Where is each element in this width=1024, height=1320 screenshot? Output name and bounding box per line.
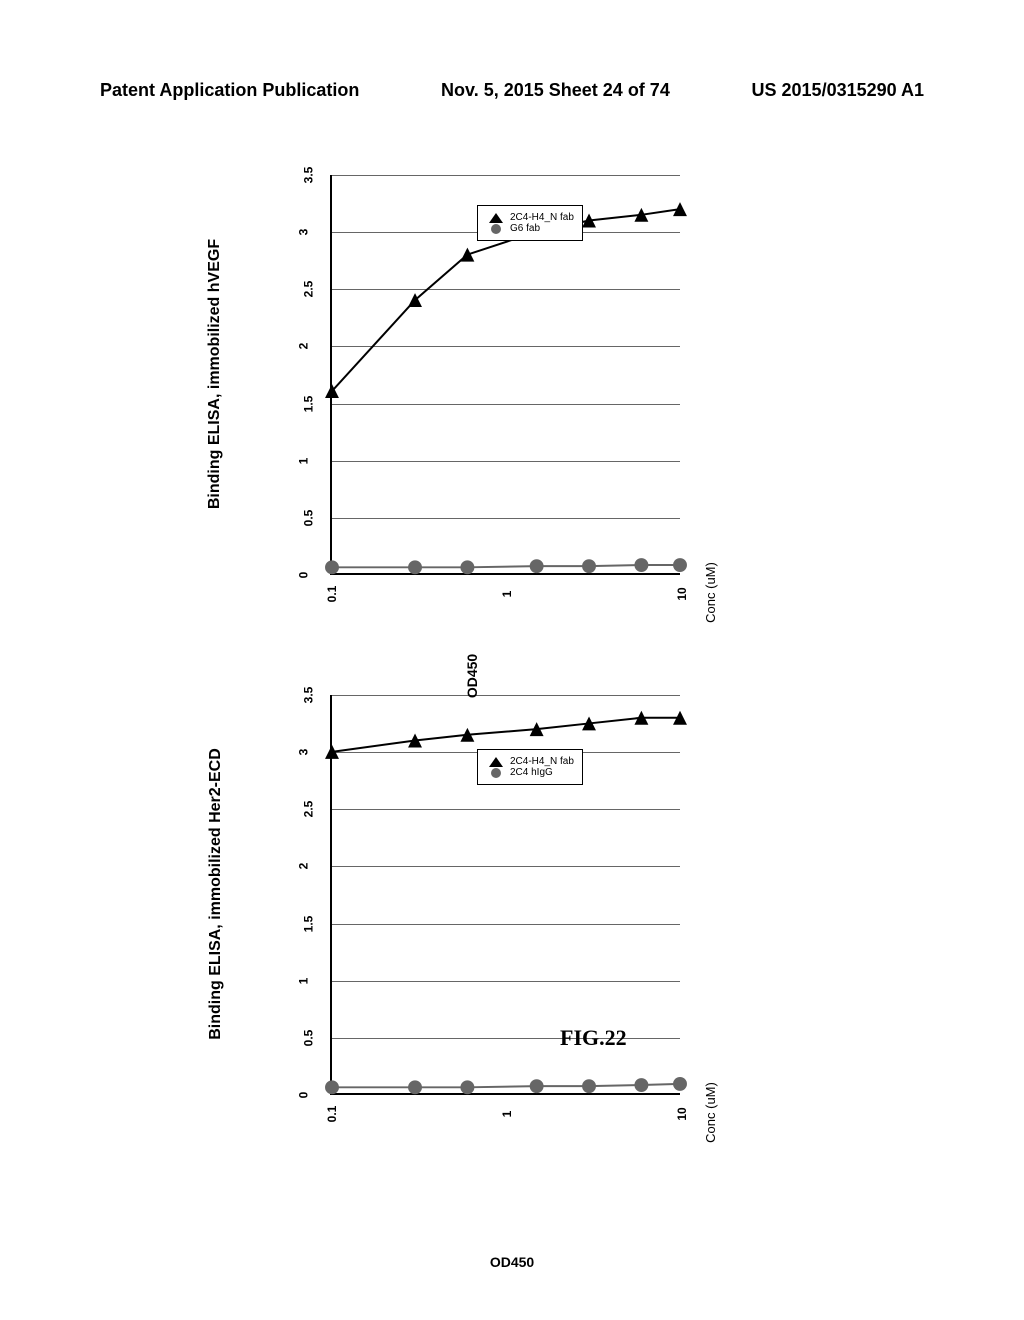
ytick-label: 1.5 [301,915,315,932]
legend: 2C4-H4_N fabG6 fab [477,205,583,241]
gridline [332,461,680,462]
gridline [332,866,680,867]
xtick-label: 10 [675,1107,689,1120]
gridline [332,924,680,925]
ytick-label: 0 [296,572,310,579]
figure-label: FIG.22 [560,1025,627,1051]
gridline [332,175,680,176]
legend-label: G6 fab [510,223,540,234]
header-right: US 2015/0315290 A1 [752,80,924,101]
od450-label-middle: OD450 [464,654,480,698]
ytick-label: 1 [296,977,310,984]
legend-item: 2C4 hIgG [486,767,574,778]
gridline [332,981,680,982]
ytick-label: 1.5 [301,395,315,412]
ytick-label: 0.5 [301,510,315,527]
series-marker [673,1077,687,1091]
legend-item: 2C4-H4_N fab [486,756,574,767]
gridline [332,695,680,696]
series-marker [325,1080,339,1094]
circle-icon [486,768,506,778]
series-marker [582,559,596,573]
series-marker [460,560,474,574]
ytick-label: 2 [296,863,310,870]
xtick-label: 10 [675,587,689,600]
legend-label: 2C4-H4_N fab [510,212,574,223]
legend-item: 2C4-H4_N fab [486,212,574,223]
ytick-label: 3 [296,229,310,236]
series-marker [673,558,687,572]
legend-label: 2C4-H4_N fab [510,756,574,767]
gridline [332,809,680,810]
ytick-label: 3.5 [301,687,315,704]
xlabel-left: Conc (uM) [703,1082,718,1143]
chart-title-left: Binding ELISA, immobilized Her2-ECD [207,748,225,1040]
ytick-label: 3 [296,749,310,756]
circle-icon [486,224,506,234]
xlabel-right: Conc (uM) [703,562,718,623]
series-marker [460,1080,474,1094]
xtick-label: 1 [500,1111,514,1118]
series-marker [634,558,648,572]
od450-label-bottom: OD450 [490,1254,534,1270]
series-line [332,718,680,752]
ytick-label: 0.5 [301,1030,315,1047]
xtick-label: 0.1 [325,586,339,603]
triangle-icon [486,757,506,767]
series-marker [408,560,422,574]
chart-title-right: Binding ELISA, immobilized hVEGF [206,239,224,509]
series-line [332,1084,680,1087]
legend: 2C4-H4_N fab2C4 hIgG [477,749,583,785]
series-marker [530,559,544,573]
series-marker [325,560,339,574]
series-marker [582,1079,596,1093]
header-center: Nov. 5, 2015 Sheet 24 of 74 [441,80,670,101]
xtick-label: 1 [500,591,514,598]
gridline [332,404,680,405]
ytick-label: 3.5 [301,167,315,184]
gridline [332,1038,680,1039]
ytick-label: 1 [296,457,310,464]
series-line [332,565,680,567]
series-marker [634,1078,648,1092]
page-header: Patent Application Publication Nov. 5, 2… [0,80,1024,101]
ytick-label: 2.5 [301,801,315,818]
legend-label: 2C4 hIgG [510,767,553,778]
header-left: Patent Application Publication [100,80,359,101]
series-marker [530,1079,544,1093]
series-marker [460,248,474,262]
gridline [332,518,680,519]
ytick-label: 2 [296,343,310,350]
gridline [332,289,680,290]
gridline [332,346,680,347]
legend-item: G6 fab [486,223,574,234]
series-marker [408,1080,422,1094]
ytick-label: 2.5 [301,281,315,298]
ytick-label: 0 [296,1092,310,1099]
xtick-label: 0.1 [325,1106,339,1123]
triangle-icon [486,213,506,223]
